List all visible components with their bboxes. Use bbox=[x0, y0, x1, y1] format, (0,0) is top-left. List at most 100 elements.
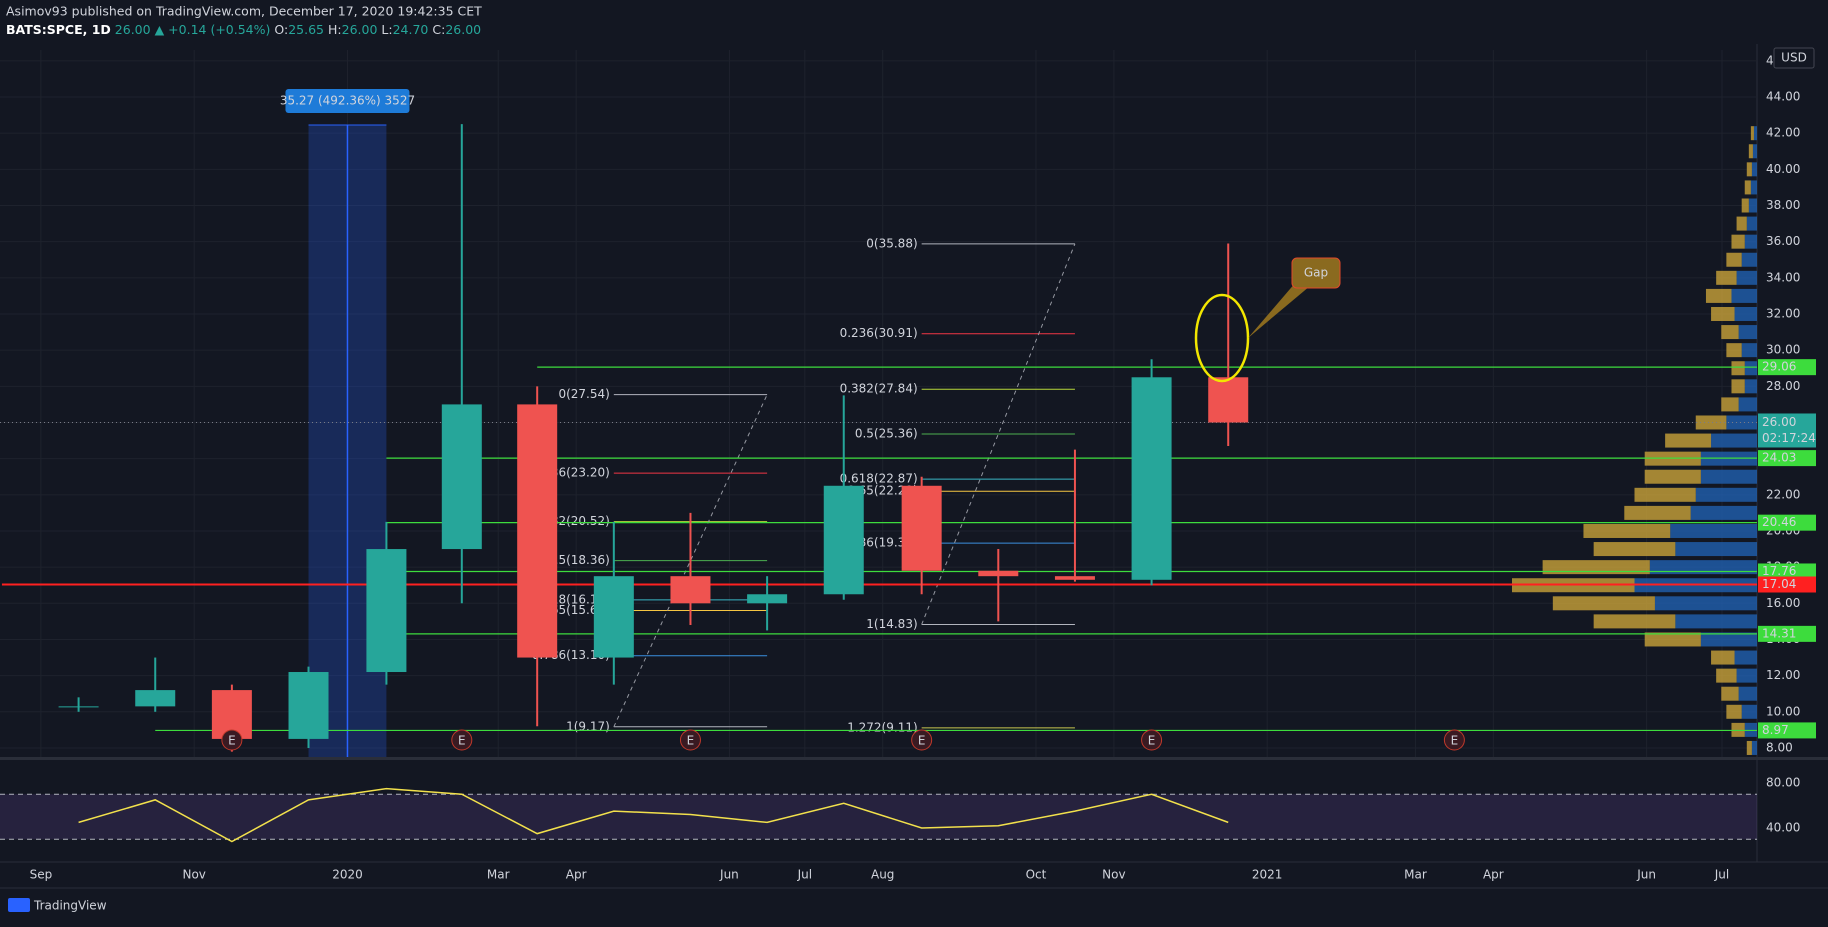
y-tick-label: 16.00 bbox=[1766, 596, 1800, 610]
earnings-marker bbox=[911, 729, 933, 751]
profile-down bbox=[1721, 325, 1739, 340]
level-tag bbox=[1758, 722, 1816, 739]
candle-body bbox=[1208, 377, 1249, 423]
last-price-tag bbox=[1758, 413, 1816, 448]
x-tick-label: Nov bbox=[1102, 868, 1125, 882]
symbol: BATS:SPCE, 1D bbox=[6, 22, 111, 37]
ohlc-label: C: bbox=[432, 22, 445, 37]
profile-down bbox=[1726, 343, 1742, 358]
y-tick-label: 32.00 bbox=[1766, 306, 1800, 320]
level-label: 14.31 bbox=[1762, 626, 1796, 640]
profile-up bbox=[1744, 361, 1757, 376]
currency[interactable]: USD bbox=[1781, 51, 1807, 65]
ohlc-value: 24.70 bbox=[393, 22, 429, 37]
profile-down bbox=[1583, 523, 1671, 538]
profile-down bbox=[1705, 288, 1732, 303]
callout-text: Gap bbox=[1304, 266, 1328, 280]
profile-down bbox=[1746, 740, 1752, 755]
profile-up bbox=[1736, 668, 1757, 683]
rsi-pane bbox=[0, 787, 1757, 843]
profile-down bbox=[1721, 397, 1739, 412]
brand: TradingView bbox=[33, 899, 107, 913]
fib-label: 0.618(22.87) bbox=[840, 472, 918, 486]
profile-down bbox=[1665, 433, 1712, 448]
profile-down bbox=[1593, 614, 1676, 629]
y-tick-label: 8.00 bbox=[1766, 740, 1793, 754]
profile-up bbox=[1736, 270, 1757, 285]
earnings-marker bbox=[679, 729, 701, 751]
profile-down bbox=[1736, 216, 1747, 231]
profile-down bbox=[1746, 162, 1752, 177]
ohlc-value: 26.00 bbox=[342, 22, 378, 37]
profile-up bbox=[1748, 198, 1757, 213]
rsi-line bbox=[78, 787, 1229, 843]
level-tag bbox=[1758, 576, 1816, 593]
fib-label: 0.5(18.36) bbox=[547, 553, 610, 567]
profile-down bbox=[1644, 469, 1701, 484]
profile-down bbox=[1748, 144, 1753, 159]
profile-up bbox=[1734, 650, 1757, 665]
rsi-band bbox=[0, 794, 1757, 840]
x-tick-label: Apr bbox=[1483, 868, 1504, 882]
earnings-label: E bbox=[687, 734, 695, 748]
earnings-label: E bbox=[1451, 734, 1459, 748]
level-label: 20.46 bbox=[1762, 515, 1796, 529]
callout-pointer bbox=[1248, 282, 1310, 338]
x-tick-label: 2020 bbox=[332, 868, 363, 882]
candle-body bbox=[747, 594, 788, 604]
earnings-label: E bbox=[1148, 734, 1156, 748]
fib-label: 0(27.54) bbox=[558, 387, 609, 401]
y-tick-label: 28.00 bbox=[1766, 379, 1800, 393]
profile-down bbox=[1716, 668, 1737, 683]
x-tick-label: Jul bbox=[797, 868, 812, 882]
fib-label: 1(9.17) bbox=[566, 719, 610, 733]
level-tag bbox=[1758, 625, 1816, 642]
profile-up bbox=[1751, 740, 1757, 755]
profile-up bbox=[1738, 325, 1757, 340]
level-label: 17.04 bbox=[1762, 577, 1796, 591]
ohlc-label: L: bbox=[381, 22, 392, 37]
currency-button[interactable] bbox=[1773, 47, 1815, 69]
x-tick-label: Aug bbox=[871, 868, 894, 882]
x-tick-label: Oct bbox=[1026, 868, 1047, 882]
profile-up bbox=[1711, 433, 1757, 448]
candle-body bbox=[593, 576, 634, 658]
candle-body bbox=[1054, 576, 1095, 580]
candle-body bbox=[823, 485, 864, 595]
y-tick-label: 42.00 bbox=[1766, 126, 1800, 140]
last-price-label: 26.00 bbox=[1762, 415, 1796, 429]
profile-up bbox=[1675, 542, 1757, 557]
profile-down bbox=[1552, 596, 1655, 611]
profile-up bbox=[1750, 180, 1757, 195]
candle-body bbox=[135, 690, 176, 707]
profile-up bbox=[1700, 469, 1757, 484]
profile-down bbox=[1634, 487, 1696, 502]
earnings-marker bbox=[1443, 729, 1465, 751]
y-tick-label: 10.00 bbox=[1766, 704, 1800, 718]
symbol-line: BATS:SPCE, 1D 26.00 ▲ +0.14 (+0.54%) O:2… bbox=[6, 22, 481, 37]
profile-down bbox=[1695, 415, 1727, 430]
rsi-tick-label: 80.00 bbox=[1766, 775, 1800, 789]
level-tag bbox=[1758, 563, 1816, 580]
profile-up bbox=[1744, 234, 1757, 249]
profile-up bbox=[1734, 306, 1757, 321]
x-tick-label: 2021 bbox=[1252, 868, 1283, 882]
profile-up bbox=[1738, 397, 1757, 412]
level-label: 17.76 bbox=[1762, 564, 1796, 578]
x-tick-label: Jun bbox=[1636, 868, 1656, 882]
x-tick-label: Sep bbox=[30, 868, 53, 882]
level-tag bbox=[1758, 514, 1816, 531]
x-tick-label: Mar bbox=[1404, 868, 1427, 882]
profile-up bbox=[1690, 505, 1757, 520]
earnings-marker bbox=[221, 729, 243, 751]
profile-up bbox=[1670, 523, 1757, 538]
ohlc-value: 26.00 bbox=[445, 22, 481, 37]
y-tick-label: 12.00 bbox=[1766, 668, 1800, 682]
profile-up bbox=[1675, 614, 1757, 629]
profile-up bbox=[1752, 144, 1757, 159]
x-tick-label: Jun bbox=[719, 868, 739, 882]
profile-down bbox=[1744, 180, 1751, 195]
profile-up bbox=[1753, 126, 1757, 141]
profile-down bbox=[1741, 198, 1749, 213]
